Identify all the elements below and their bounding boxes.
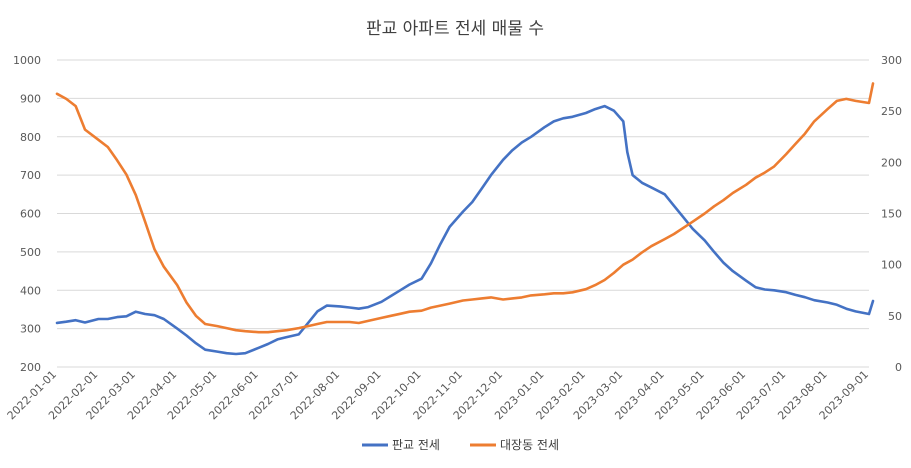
y-right-tick-label: 300 bbox=[881, 54, 902, 67]
y-left-tick-label: 400 bbox=[20, 284, 41, 297]
y-left-tick-label: 700 bbox=[20, 169, 41, 182]
y-right-tick-label: 250 bbox=[881, 105, 902, 118]
series-lines bbox=[55, 82, 875, 356]
y-right-tick-label: 0 bbox=[895, 361, 902, 374]
y-left-tick-label: 500 bbox=[20, 246, 41, 259]
legend: 판교 전세 대장동 전세 bbox=[362, 438, 559, 452]
y-left-tick-label: 1000 bbox=[13, 54, 41, 67]
x-axis: 2022-01-012022-02-012022-03-012022-04-01… bbox=[5, 368, 871, 422]
legend-label: 대장동 전세 bbox=[500, 438, 559, 452]
y-axis-left: 200 300 400 500 600 700 800 900 1000 bbox=[13, 54, 41, 374]
y-right-tick-label: 50 bbox=[888, 310, 902, 323]
y-right-tick-label: 200 bbox=[881, 156, 902, 169]
y-right-tick-label: 100 bbox=[881, 259, 902, 272]
series-line-1 bbox=[55, 104, 875, 356]
y-left-tick-label: 600 bbox=[20, 208, 41, 221]
y-right-tick-label: 150 bbox=[881, 208, 902, 221]
y-left-tick-label: 800 bbox=[20, 131, 41, 144]
y-axis-right: 0 50 100 150 200 250 300 bbox=[881, 54, 902, 374]
legend-label: 판교 전세 bbox=[392, 438, 440, 452]
chart-title: 판교 아파트 전세 매물 수 bbox=[366, 19, 544, 39]
y-left-tick-label: 200 bbox=[20, 361, 41, 374]
series-line-2 bbox=[55, 82, 875, 334]
y-left-tick-label: 900 bbox=[20, 92, 41, 105]
y-left-tick-label: 300 bbox=[20, 323, 41, 336]
